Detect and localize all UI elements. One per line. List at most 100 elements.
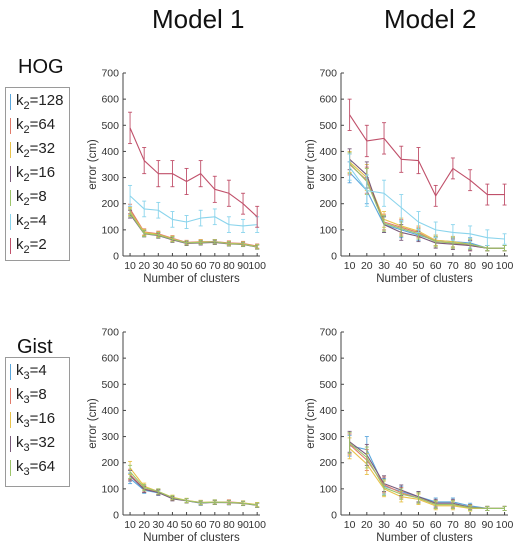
y-tick-label: 400 [101, 405, 119, 417]
y-tick-label: 400 [319, 146, 337, 158]
y-tick-label: 100 [319, 483, 337, 495]
series-k2=2 [347, 98, 507, 207]
series-k3=64 [347, 432, 507, 512]
legend-swatch [10, 94, 11, 110]
x-tick-label: 50 [181, 519, 193, 531]
y-tick-label: 400 [319, 405, 337, 417]
legend-label: k2=128 [16, 92, 64, 112]
x-tick-label: 80 [223, 519, 235, 531]
x-axis-label: Number of clusters [376, 273, 473, 285]
y-tick-label: 0 [331, 510, 337, 522]
series-line [129, 212, 258, 248]
series-k2=2 [128, 111, 260, 228]
legend-swatch [10, 238, 11, 254]
series-line [349, 166, 505, 240]
x-tick-label: 20 [138, 260, 150, 272]
x-tick-label: 70 [447, 260, 459, 272]
y-tick-label: 600 [101, 94, 119, 106]
x-tick-label: 30 [152, 519, 164, 531]
y-tick-label: 600 [319, 94, 337, 106]
series-k2=8 [128, 208, 260, 250]
x-tick-label: 10 [124, 519, 136, 531]
series-k2=64 [128, 203, 260, 249]
x-axis-label: Number of clusters [143, 273, 240, 285]
x-tick-label: 100 [496, 260, 514, 272]
series-line [349, 445, 505, 510]
legend-swatch [10, 388, 11, 404]
legend-label: k2=16 [16, 164, 56, 184]
y-tick-label: 200 [101, 198, 119, 210]
x-axis-label: Number of clusters [376, 532, 473, 544]
series-line [349, 442, 505, 510]
legend-swatch [10, 190, 11, 206]
x-tick-label: 40 [395, 519, 407, 531]
y-tick-label: 700 [101, 68, 119, 80]
legend-swatch [10, 436, 11, 452]
x-tick-label: 60 [430, 260, 442, 272]
header-model-1: Model 1 [152, 4, 245, 34]
x-tick-label: 60 [195, 260, 207, 272]
series-line [129, 195, 258, 227]
y-tick-label: 0 [331, 251, 337, 263]
legend-label: k3=32 [16, 434, 56, 454]
series-line [349, 441, 505, 510]
y-tick-label: 200 [319, 457, 337, 469]
x-tick-label: 80 [223, 260, 235, 272]
y-tick-label: 500 [319, 120, 337, 132]
chart-panel-3: 0 100 200 300 400 500 600 700 10 20 30 40 50 60 70 80 90… [87, 327, 266, 545]
x-tick-label: 90 [481, 519, 493, 531]
legend-swatch [10, 166, 11, 182]
legend-label: k2=2 [16, 236, 47, 256]
x-tick-label: 100 [248, 260, 266, 272]
x-tick-label: 20 [361, 260, 373, 272]
y-tick-label: 100 [319, 224, 337, 236]
x-tick-label: 90 [237, 260, 249, 272]
y-tick-label: 400 [101, 146, 119, 158]
x-tick-label: 50 [413, 260, 425, 272]
y-tick-label: 200 [319, 198, 337, 210]
x-tick-label: 40 [395, 260, 407, 272]
series-k2=4 [347, 153, 507, 246]
legend-label: k3=64 [16, 458, 56, 478]
y-tick-label: 700 [319, 68, 337, 80]
y-tick-label: 100 [101, 224, 119, 236]
x-tick-label: 90 [481, 260, 493, 272]
series-line [129, 474, 258, 506]
series-line [349, 161, 505, 249]
x-tick-label: 70 [447, 519, 459, 531]
x-tick-label: 30 [378, 260, 390, 272]
y-axis-label: error (cm) [87, 398, 99, 449]
y-tick-label: 300 [319, 431, 337, 443]
legend-hog: k2=128 k2=64 k2=32 k2=16 k2=8 k2=4 k2=2 [5, 87, 70, 261]
x-tick-label: 30 [378, 519, 390, 531]
legend-label: k2=8 [16, 188, 47, 208]
row-label-hog: HOG [18, 56, 64, 78]
y-tick-label: 0 [113, 251, 119, 263]
y-tick-label: 300 [101, 172, 119, 184]
series-line [129, 209, 258, 248]
x-tick-label: 60 [195, 519, 207, 531]
legend-swatch [10, 214, 11, 230]
x-tick-label: 30 [152, 260, 164, 272]
y-tick-label: 300 [319, 172, 337, 184]
legend-label: k3=8 [16, 386, 47, 406]
x-tick-label: 60 [430, 519, 442, 531]
series-line [129, 467, 258, 506]
y-tick-label: 300 [101, 431, 119, 443]
y-tick-label: 100 [101, 483, 119, 495]
chart-panel-2: 0 100 200 300 400 500 600 700 10 20 30 40 50 60 70 80 90… [305, 68, 513, 286]
x-tick-label: 80 [464, 260, 476, 272]
x-tick-label: 90 [237, 519, 249, 531]
legend-swatch [10, 142, 11, 158]
x-tick-label: 10 [344, 260, 356, 272]
legend-swatch [10, 412, 11, 428]
y-tick-label: 500 [319, 379, 337, 391]
series-line [129, 211, 258, 248]
y-tick-label: 500 [101, 120, 119, 132]
series-k2=32 [347, 150, 507, 252]
legend-swatch [10, 460, 11, 476]
x-tick-label: 80 [464, 519, 476, 531]
y-tick-label: 700 [319, 327, 337, 339]
x-tick-label: 70 [209, 260, 221, 272]
